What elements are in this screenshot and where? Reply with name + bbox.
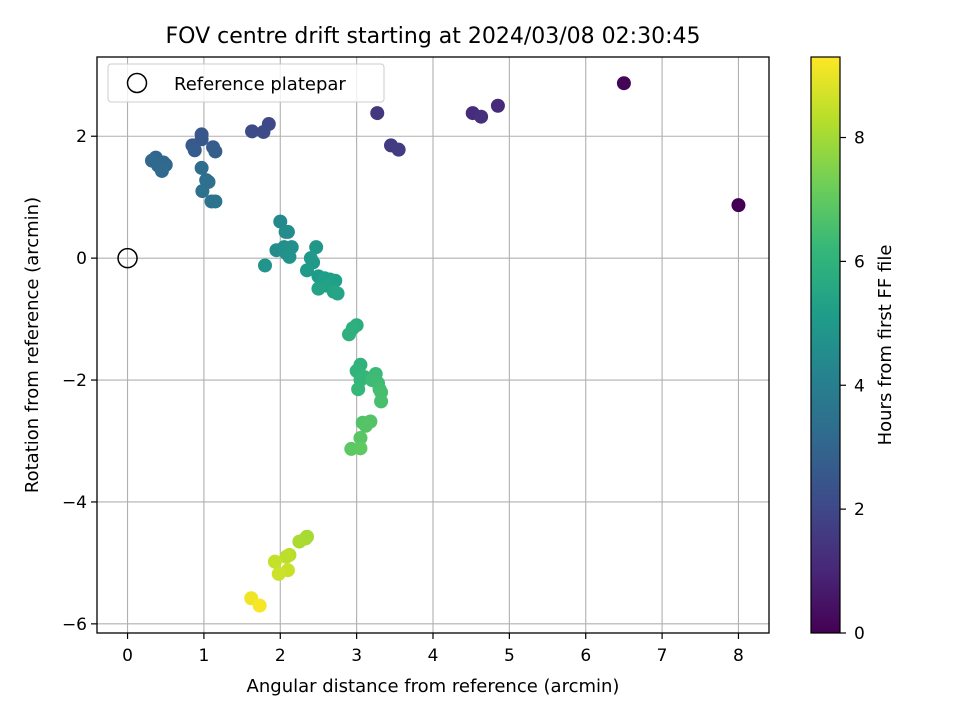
data-point: [282, 249, 297, 264]
x-tick-label: 4: [428, 646, 439, 666]
x-tick-label: 1: [198, 646, 209, 666]
colorbar-tick-label: 6: [854, 252, 865, 272]
data-point: [616, 76, 631, 91]
data-point: [353, 441, 368, 456]
x-tick-label: 8: [733, 646, 744, 666]
data-point: [187, 143, 202, 158]
colorbar-label: Hours from first FF file: [875, 245, 896, 446]
legend-box: [107, 63, 385, 103]
y-tick-label: −2: [62, 371, 87, 391]
grid-lines: [97, 57, 769, 633]
x-tick-label: 7: [657, 646, 668, 666]
x-tick-label: 3: [351, 646, 362, 666]
colorbar-tick-label: 4: [854, 376, 865, 396]
colorbar-tick-label: 8: [854, 129, 865, 149]
legend: Reference platepar: [107, 63, 385, 103]
chart-title: FOV centre drift starting at 2024/03/08 …: [166, 24, 701, 49]
data-point: [273, 214, 288, 229]
y-axis-ticks: −6 −4 −2 0 2: [62, 127, 97, 635]
colorbar-tick-label: 0: [854, 624, 865, 644]
legend-label-reference: Reference platepar: [174, 74, 346, 95]
data-point: [292, 534, 307, 549]
data-point: [208, 144, 223, 159]
colorbar: 0 2 4 6 8: [810, 56, 865, 644]
data-point: [374, 394, 389, 409]
y-axis-label: Rotation from reference (arcmin): [22, 197, 43, 493]
reference-platepar-marker: [117, 247, 138, 269]
data-point: [280, 224, 295, 239]
data-point: [194, 160, 209, 175]
data-point: [731, 198, 746, 213]
colorbar-tick-label: 2: [854, 500, 865, 520]
data-point: [370, 106, 385, 121]
data-point: [258, 258, 272, 273]
data-point: [267, 554, 282, 569]
data-point: [208, 194, 223, 209]
y-tick-label: −6: [62, 615, 87, 635]
y-tick-label: −4: [62, 493, 87, 513]
data-point: [311, 281, 326, 296]
data-point: [353, 430, 368, 445]
data-point: [154, 163, 169, 178]
data-point: [309, 240, 324, 255]
data-point: [474, 109, 489, 124]
data-point: [490, 98, 505, 113]
data-point: [358, 418, 373, 433]
reference-marker: [117, 247, 138, 269]
colorbar-gradient: [810, 56, 841, 634]
data-point: [195, 184, 210, 199]
x-tick-label: 6: [580, 646, 591, 666]
data-point: [330, 286, 345, 301]
data-point: [351, 382, 366, 397]
data-point: [245, 124, 260, 139]
data-point: [279, 549, 294, 564]
legend-marker-reference: [126, 72, 148, 94]
data-point: [256, 124, 271, 139]
data-points: [144, 76, 746, 613]
data-point: [300, 263, 314, 278]
data-point: [271, 566, 286, 581]
data-point: [391, 142, 406, 157]
data-point: [252, 598, 267, 613]
y-tick-label: 2: [76, 127, 87, 147]
x-tick-label: 2: [275, 646, 286, 666]
x-tick-label: 0: [122, 646, 133, 666]
x-axis-ticks: 0 1 2 3 4 5 6 7 8: [122, 633, 744, 666]
x-axis-label: Angular distance from reference (arcmin): [247, 676, 620, 697]
data-point: [342, 327, 356, 342]
x-tick-label: 5: [504, 646, 515, 666]
y-tick-label: 0: [76, 249, 87, 269]
